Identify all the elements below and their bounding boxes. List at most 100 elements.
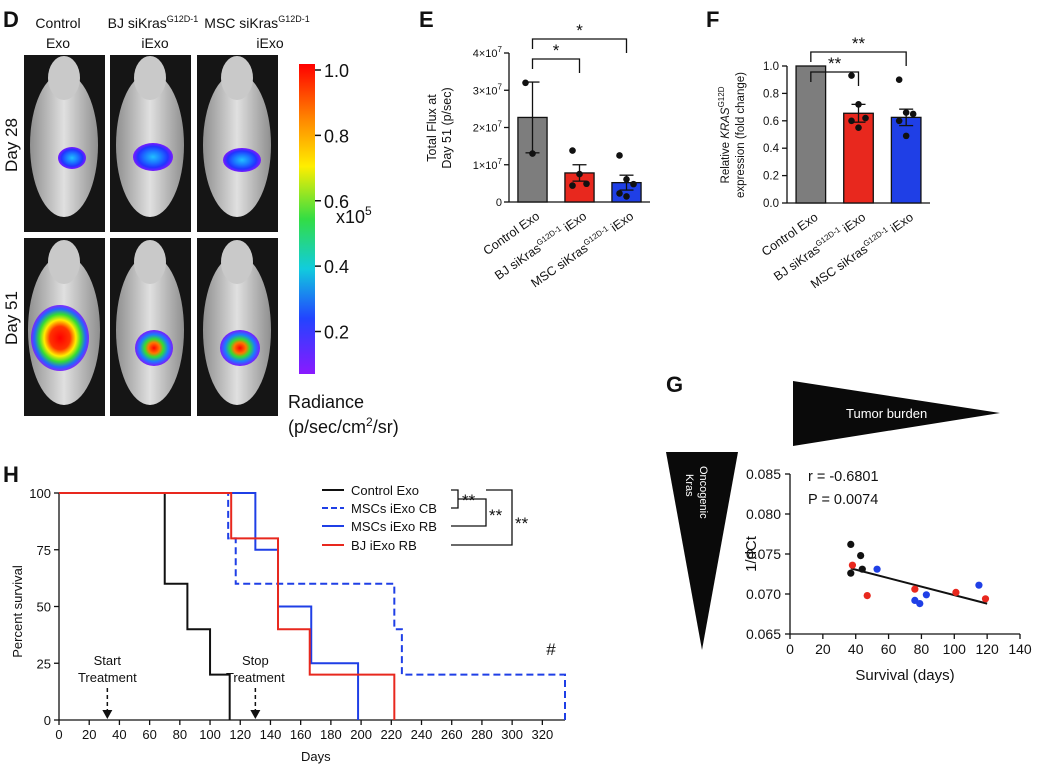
data-point [569,147,576,154]
data-point [623,193,630,200]
stat-label: ** [462,491,476,510]
x-tick-label: 100 [943,641,967,657]
x-tick-label: 280 [471,727,493,742]
radiance-colorbar [299,64,315,374]
bli-image-day28-control [24,55,105,232]
correlation-r: r = -0.6801 [808,469,879,485]
data-point [848,117,855,125]
data-point [569,182,576,189]
x-tick-label: 320 [531,727,553,742]
data-point [848,72,855,79]
significance-label: ** [852,34,866,53]
arrow-label-line2: Treatment [78,670,137,685]
colorbar-tick-label: 0.2 [324,323,349,343]
col-header-msc-line2: iExo [256,35,283,51]
data-point [902,109,910,116]
x-tick-label: 0 [786,641,794,657]
x-tick-label: 80 [914,641,930,657]
data-point [623,175,630,183]
data-point [902,132,910,140]
survival-curve [59,492,396,720]
y-tick-label: 1.0 [763,61,779,73]
bar [795,65,827,204]
bli-image-day28-bj [110,55,191,232]
arrow-label-line1: Stop [242,653,269,668]
scatter-point [916,600,924,608]
y-tick-label: 1×107 [473,157,503,172]
colorbar-ticks: 1.0 0.8 0.6 0.4 0.2 [315,61,349,343]
stat-label: ** [515,514,529,533]
correlation-p: P = 0.0074 [808,492,878,508]
stat-bracket [451,489,459,509]
scatter-point [847,540,855,549]
panel-g-chart: 0.065 0.070 0.075 0.080 0.085 0 20 40 60 80 100 120… [743,466,1032,684]
legend-label: MSCs iExo CB [351,501,437,516]
bar [890,116,922,204]
x-tick-label: 260 [441,727,463,742]
y-tick-label: 0.085 [746,466,781,482]
x-tick-label: 160 [290,727,312,742]
x-tick-label: 140 [260,727,282,742]
data-point [576,170,583,178]
data-point [862,114,869,122]
significance-label: * [553,41,560,60]
y-axis-title-line2: Day 51 (p/sec) [440,87,454,168]
y-tick-label: 75 [37,543,51,558]
panel-h-chart: 0 25 50 75 100 0 20 40 60 80 100 120 140 160 180 200 220… [10,483,566,764]
legend-label: Control Exo [351,483,419,498]
scatter-point [911,585,919,593]
y-tick-label: 0.065 [746,626,781,642]
panel-label-d: D [3,7,19,32]
significance-bracket [531,38,628,53]
y-axis-title-line1: Total Flux at [425,94,439,162]
y-tick-label: 0.080 [746,506,781,522]
bli-image-day51-msc [197,238,278,416]
survival-curve [59,492,360,720]
y-tick-label: 0.8 [763,88,779,100]
legend-label: MSCs iExo RB [351,519,437,534]
panel-label-f: F [706,7,719,32]
data-point [522,79,529,87]
x-tick-label: 60 [881,641,897,657]
scatter-point [857,552,865,560]
y-tick-label: 25 [37,656,51,671]
y-tick-label: 0.4 [763,143,780,155]
y-tick-label: 3×107 [473,82,503,97]
y-axis-title-line1: Relative KRASG12D [717,86,732,183]
data-point [909,110,917,118]
x-tick-label: 40 [848,641,864,657]
x-tick-label: 40 [112,727,126,742]
scatter-point [873,565,881,573]
significance-label: * [576,21,583,40]
scatter-point [981,595,990,603]
significance-bracket [810,51,907,66]
col-header-control-line2: Exo [46,35,70,51]
x-tick-label: 20 [82,727,96,742]
scatter-point [858,565,866,573]
data-point [895,117,903,125]
col-header-msc: MSC siKrasG12D-1 [204,14,309,31]
tumor-burden-label: Tumor burden [846,406,927,421]
x-tick-label: 100 [199,727,221,742]
panel-label-g: G [666,372,683,397]
x-axis-title: Days [301,749,331,764]
x-tick-label: 120 [229,727,251,742]
y-tick-label: 0.2 [763,171,779,183]
data-point [630,180,637,188]
x-tick-label: 240 [411,727,433,742]
data-point [855,101,862,108]
row-label-day28: Day 28 [2,118,21,172]
scatter-point [922,591,930,599]
data-point [616,152,623,159]
x-axis-title: Survival (days) [855,667,954,684]
colorbar-tick-label: 0.6 [324,192,349,212]
data-point [583,180,590,188]
x-tick-label: 60 [142,727,156,742]
colorbar-tick-label: 0.4 [324,257,349,277]
survival-curve [59,492,231,720]
data-point [616,190,623,197]
colorbar-tick-label: 0.8 [324,126,349,146]
y-tick-label: 0 [44,713,51,728]
